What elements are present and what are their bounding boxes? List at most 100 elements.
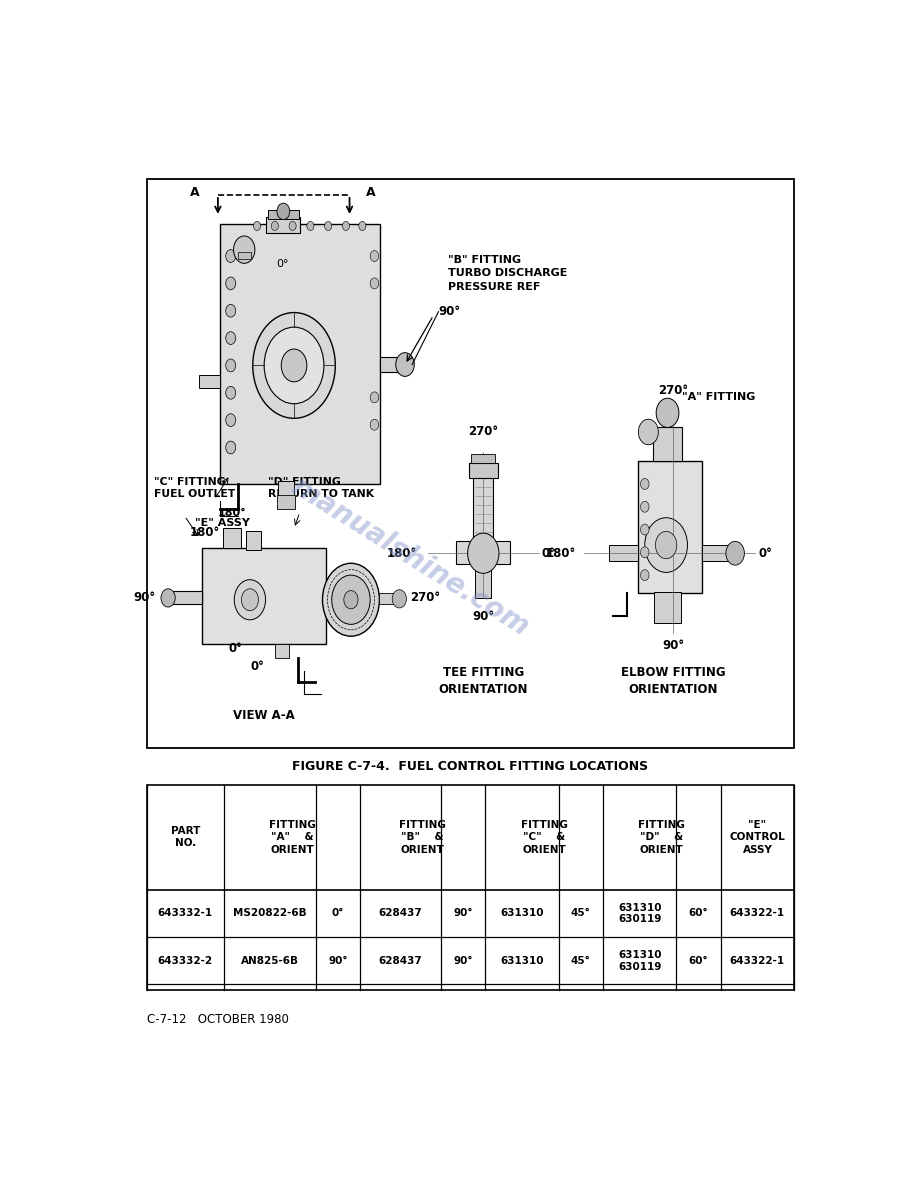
Circle shape [281, 349, 307, 382]
Text: 90°: 90° [453, 908, 473, 919]
Circle shape [277, 204, 290, 219]
Circle shape [641, 525, 649, 535]
Bar [147, 179, 794, 748]
Text: 0°: 0° [250, 659, 264, 673]
Circle shape [644, 517, 688, 572]
Text: manualshine.com: manualshine.com [286, 472, 534, 642]
Circle shape [656, 398, 679, 427]
Circle shape [641, 547, 649, 558]
Text: 0°: 0° [229, 642, 242, 655]
Text: FITTING
"D"    &
ORIENT: FITTING "D" & ORIENT [638, 819, 685, 855]
Circle shape [226, 359, 236, 372]
Circle shape [226, 332, 236, 345]
Text: 643332-1: 643332-1 [158, 908, 213, 919]
Circle shape [226, 250, 236, 263]
Text: 180°: 180° [386, 547, 417, 560]
Bar [638, 461, 701, 593]
Text: 628437: 628437 [379, 955, 422, 966]
Circle shape [264, 327, 324, 404]
Circle shape [726, 541, 744, 565]
Text: 45°: 45° [571, 908, 590, 919]
Circle shape [344, 591, 358, 609]
Bar [246, 532, 261, 549]
Circle shape [322, 564, 379, 636]
Text: C-7-12   OCTOBER 1980: C-7-12 OCTOBER 1980 [147, 1012, 288, 1025]
Circle shape [641, 501, 649, 513]
Circle shape [161, 588, 175, 607]
Circle shape [233, 236, 255, 263]
Text: A: A [366, 186, 375, 199]
Text: A: A [190, 186, 199, 199]
Text: FIGURE C-7-4.  FUEL CONTROL FITTING LOCATIONS: FIGURE C-7-4. FUEL CONTROL FITTING LOCAT… [293, 760, 648, 773]
Bar [174, 591, 202, 604]
Text: "A" FITTING: "A" FITTING [682, 392, 756, 401]
Circle shape [638, 419, 658, 445]
Text: 0°: 0° [332, 908, 344, 919]
Text: 180°: 180° [190, 526, 220, 539]
Text: TEE FITTING
ORIENTATION: TEE FITTING ORIENTATION [439, 667, 528, 696]
Text: 90°: 90° [453, 955, 473, 966]
Bar [654, 592, 681, 624]
Text: 90°: 90° [329, 955, 348, 966]
Circle shape [307, 221, 314, 231]
Circle shape [226, 304, 236, 317]
Text: MS20822-6B: MS20822-6B [233, 908, 307, 919]
Circle shape [392, 590, 407, 607]
Bar [610, 545, 638, 561]
Text: 270°: 270° [468, 425, 498, 438]
Circle shape [226, 386, 236, 399]
Bar [268, 210, 299, 219]
Text: 90°: 90° [133, 592, 155, 604]
Text: "D" FITTING
RETURN TO TANK: "D" FITTING RETURN TO TANK [268, 477, 374, 500]
Text: 643332-2: 643332-2 [158, 955, 213, 966]
Text: 90°: 90° [662, 639, 684, 652]
Text: 270°: 270° [410, 592, 440, 604]
Bar [476, 564, 491, 598]
Bar [653, 426, 682, 461]
Text: 270°: 270° [658, 385, 688, 398]
Text: "B" FITTING
TURBO DISCHARGE
PRESSURE REF: "B" FITTING TURBO DISCHARGE PRESSURE REF [448, 255, 567, 291]
Circle shape [396, 353, 414, 377]
Circle shape [370, 419, 379, 430]
Circle shape [370, 251, 379, 262]
Circle shape [226, 442, 236, 453]
Bar [266, 217, 300, 233]
Text: "E"
CONTROL
ASSY: "E" CONTROL ASSY [730, 819, 785, 855]
Text: 0°: 0° [276, 259, 289, 269]
Text: 643322-1: 643322-1 [730, 955, 785, 966]
Circle shape [641, 570, 649, 580]
Text: 60°: 60° [688, 908, 709, 919]
Text: VIEW A-A: VIEW A-A [233, 709, 295, 722]
Circle shape [289, 221, 297, 231]
Text: 60°: 60° [688, 955, 709, 966]
Bar [469, 463, 498, 477]
Text: 0°: 0° [758, 547, 772, 560]
Circle shape [234, 580, 265, 619]
Text: 90°: 90° [472, 610, 495, 623]
Circle shape [467, 533, 499, 573]
Text: AN825-6B: AN825-6B [241, 955, 299, 966]
Bar [456, 541, 510, 565]
Bar [202, 548, 326, 644]
Circle shape [342, 221, 350, 231]
Circle shape [272, 221, 278, 231]
Circle shape [241, 588, 259, 611]
Bar [147, 785, 794, 990]
Circle shape [370, 392, 379, 403]
Bar [223, 528, 241, 548]
Circle shape [655, 532, 677, 559]
Circle shape [253, 221, 261, 231]
Text: 631310: 631310 [500, 955, 543, 966]
Text: FITTING
"B"    &
ORIENT: FITTING "B" & ORIENT [399, 819, 446, 855]
Text: 90°: 90° [439, 305, 461, 318]
Circle shape [325, 221, 331, 231]
Text: 628437: 628437 [379, 908, 422, 919]
Text: 45°: 45° [571, 955, 590, 966]
Bar [198, 375, 220, 388]
Bar [277, 495, 296, 509]
Circle shape [370, 278, 379, 289]
Text: 180°: 180° [545, 547, 576, 560]
Text: 643322-1: 643322-1 [730, 908, 785, 919]
Circle shape [359, 221, 366, 231]
Text: FITTING
"C"    &
ORIENT: FITTING "C" & ORIENT [521, 819, 567, 855]
